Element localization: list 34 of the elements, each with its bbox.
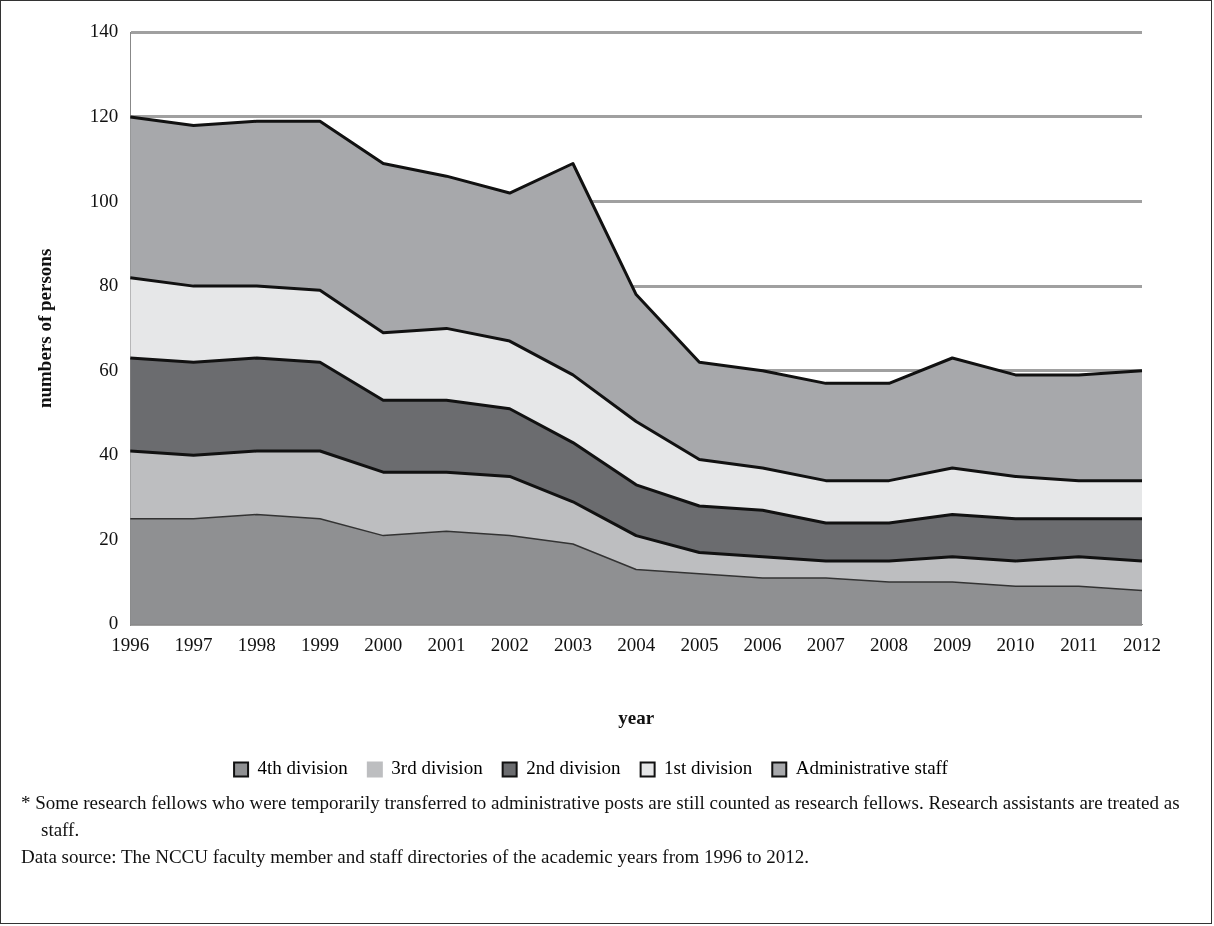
x-tick-label: 1999 xyxy=(300,633,339,655)
legend-label: 4th division xyxy=(257,757,349,779)
y-tick-label: 120 xyxy=(89,104,119,126)
y-tick-label: 140 xyxy=(89,20,119,42)
legend-label: 2nd division xyxy=(526,757,622,779)
text: * Some research fellows who were temporarily transferred to administrative posts are still counted as research fellows. Research assistants are treated as staff. xyxy=(21,791,1181,842)
x-tick-label: 2009 xyxy=(933,633,972,655)
x-tick-label: 2004 xyxy=(617,633,656,655)
legend-label: Administrative staff xyxy=(795,757,949,779)
x-tick-label: 1998 xyxy=(237,633,276,655)
legend-label: 3rd division xyxy=(391,757,484,779)
y-tick-label: 60 xyxy=(99,358,119,380)
y-tick-label: 20 xyxy=(99,527,119,549)
x-tick-label: 2003 xyxy=(553,633,592,655)
y-axis-title: numbers of persons xyxy=(34,248,56,409)
x-tick-label: 2010 xyxy=(996,633,1035,655)
source-note: Data source: The NCCU faculty member and staff directories of the academic years from 1996 to 2012. xyxy=(21,845,811,869)
x-tick-label: 2012 xyxy=(1123,633,1161,655)
x-axis-title: year xyxy=(618,706,655,728)
x-tick-label: 1996 xyxy=(111,633,150,655)
y-tick-label: 40 xyxy=(99,443,119,465)
x-tick-label: 2001 xyxy=(427,633,466,655)
legend-label: 1st division xyxy=(664,757,753,779)
x-tick-label: 2011 xyxy=(1060,633,1098,655)
x-tick-label: 2002 xyxy=(490,633,529,655)
x-tick-label: 2006 xyxy=(743,633,782,655)
y-tick-label: 80 xyxy=(99,274,119,296)
y-tick-label: 100 xyxy=(89,189,119,211)
y-tick-label: 0 xyxy=(108,612,119,634)
x-tick-label: 1997 xyxy=(174,633,213,655)
x-tick-label: 2008 xyxy=(870,633,909,655)
x-tick-label: 2007 xyxy=(806,633,845,655)
x-tick-label: 2005 xyxy=(680,633,719,655)
x-tick-label: 2000 xyxy=(364,633,403,655)
